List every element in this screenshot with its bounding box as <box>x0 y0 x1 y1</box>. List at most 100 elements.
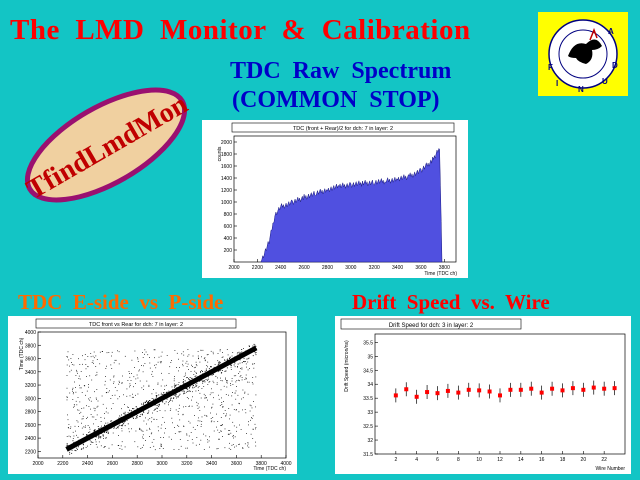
scatter-point <box>143 405 145 407</box>
scatter-point <box>141 430 143 432</box>
scatter-point <box>241 362 243 364</box>
scatter-point <box>255 441 256 443</box>
scatter-point <box>108 352 110 353</box>
scatter-point <box>234 366 236 368</box>
scatter-point <box>225 370 227 372</box>
scatter-point <box>239 362 241 364</box>
scatter-point <box>183 425 185 427</box>
scatter-point <box>155 392 157 394</box>
scatter-point <box>180 431 182 433</box>
scatter-point <box>244 379 246 380</box>
scatter-point <box>178 449 180 450</box>
scatter-point <box>207 441 209 443</box>
drift-x-tick-label: 22 <box>601 457 607 463</box>
scatter-point <box>232 444 234 445</box>
scatter-point <box>75 400 77 402</box>
scatter-point <box>74 381 75 383</box>
scatter-point <box>145 401 147 402</box>
scatter-point <box>181 353 183 355</box>
scatter-point <box>127 406 128 408</box>
scatter-point <box>136 408 138 410</box>
scatter-point <box>217 377 218 379</box>
scatter-point <box>151 405 152 407</box>
scatter-point <box>211 370 213 371</box>
scatter-chart-ylabel: Time (TDC ch) <box>19 337 25 370</box>
scatter-point <box>249 368 250 369</box>
scatter-point <box>74 449 76 451</box>
scatter-point <box>215 375 217 377</box>
scatter-point <box>225 364 227 366</box>
scatter-point <box>161 446 162 447</box>
scatter-point <box>221 424 223 426</box>
scatter-point <box>153 400 155 401</box>
scatter-point <box>228 394 229 396</box>
scatter-chart-title: TDC front vs Rear for dch: 7 in layer: 2 <box>89 322 183 328</box>
scatter-point <box>123 412 125 414</box>
drift-point <box>498 393 502 398</box>
scatter-point <box>211 374 213 376</box>
scatter-point <box>137 446 139 448</box>
drift-x-tick-label: 8 <box>457 457 460 463</box>
scatter-point <box>136 407 138 409</box>
scatter-point <box>180 445 182 447</box>
raw-x-tick-label: 2800 <box>322 265 333 271</box>
scatter-point <box>175 384 177 386</box>
scatter-point <box>135 430 137 432</box>
scatter-point <box>164 410 166 412</box>
raw-x-tick-label: 2000 <box>228 265 239 271</box>
scatter-point <box>162 417 164 418</box>
scatter-point <box>98 428 99 429</box>
scatter-point <box>100 436 101 438</box>
scatter-point <box>241 368 243 370</box>
scatter-point <box>128 428 130 430</box>
scatter-point <box>160 443 162 445</box>
scatter-point <box>119 396 120 398</box>
scatter-point <box>222 424 223 425</box>
scatter-point <box>217 448 219 449</box>
scatter-point <box>220 389 222 391</box>
scatter-point <box>76 371 78 373</box>
scatter-point <box>235 398 237 400</box>
scatter-point <box>177 389 179 391</box>
scatter-point <box>90 441 92 443</box>
scatter-point <box>151 393 153 395</box>
scatter-point <box>202 349 204 351</box>
scatter-point <box>89 375 91 377</box>
scatter-point <box>69 451 71 453</box>
scatter-point <box>123 422 125 424</box>
scatter-point <box>178 370 179 372</box>
scatter-point <box>145 417 146 419</box>
scatter-point <box>119 419 121 420</box>
scatter-point <box>100 427 102 428</box>
raw-y-tick-label: 400 <box>224 236 233 242</box>
scatter-point <box>196 373 197 374</box>
scatter-point <box>151 373 153 375</box>
scatter-point <box>196 405 198 407</box>
scatter-point <box>197 408 199 409</box>
scatter-point <box>94 429 96 431</box>
scatter-point <box>204 370 206 372</box>
scatter-point <box>111 368 113 369</box>
scatter-point <box>211 366 212 368</box>
scatter-point <box>79 401 81 403</box>
finuda-logo: F I N U D A <box>538 12 628 96</box>
scatter-point <box>107 426 109 428</box>
scatter-point <box>66 444 68 446</box>
scatter-point <box>230 432 232 434</box>
scatter-point <box>189 386 191 388</box>
scatter-point <box>174 433 176 434</box>
scatter-point <box>139 411 141 413</box>
scatter-point <box>251 349 252 350</box>
scatter-point <box>73 447 75 449</box>
logo-letter: D <box>612 61 618 70</box>
scatter-point <box>236 409 237 410</box>
scatter-point <box>102 435 104 437</box>
raw-spectrum-panel: TDC (front + Rear)/2 for dch: 7 in layer… <box>202 120 468 278</box>
scatter-point <box>86 405 87 407</box>
scatter-point <box>73 392 74 393</box>
scatter-point <box>247 358 249 360</box>
drift-x-tick-label: 14 <box>518 457 524 463</box>
scatter-point <box>133 408 135 410</box>
scatter-point <box>203 358 205 359</box>
scatter-point <box>190 390 191 392</box>
